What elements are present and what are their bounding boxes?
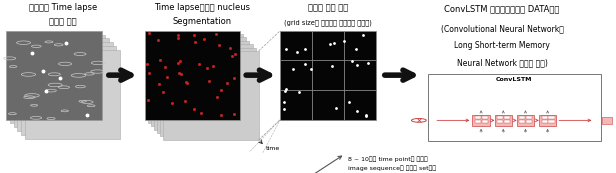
Text: image sequence를 하나의 set구성: image sequence를 하나의 set구성	[348, 165, 436, 171]
Bar	[497, 116, 503, 119]
Bar	[504, 120, 510, 123]
Bar	[475, 116, 481, 119]
Text: ConvLSTM: ConvLSTM	[496, 77, 533, 82]
Bar	[482, 120, 488, 123]
Bar	[6, 31, 102, 120]
Text: 회색조의 Time lapse: 회색조의 Time lapse	[29, 3, 97, 12]
Text: 8 ~ 10개의 time point가 포함된: 8 ~ 10개의 time point가 포함된	[348, 156, 428, 162]
Text: Segmentation: Segmentation	[172, 17, 231, 26]
Bar	[428, 74, 601, 141]
Text: (Convolutional Neural Network와: (Convolutional Neural Network와	[440, 25, 564, 34]
Text: (grid size는 다양하게 변형하여 최적화): (grid size는 다양하게 변형하여 최적화)	[284, 19, 372, 26]
Bar	[10, 34, 105, 124]
Bar	[246, 171, 320, 173]
Text: Time lapse이미지 nucleus: Time lapse이미지 nucleus	[154, 3, 249, 12]
Bar	[495, 115, 512, 126]
Bar	[160, 48, 256, 136]
Bar	[517, 115, 534, 126]
Bar	[526, 116, 532, 119]
Text: Long Short-term Memory: Long Short-term Memory	[454, 41, 550, 50]
Bar	[519, 116, 525, 119]
Bar	[259, 160, 333, 164]
Bar	[548, 120, 554, 123]
Bar	[539, 115, 556, 126]
Text: 이미지 획득: 이미지 획득	[49, 17, 77, 26]
Bar	[475, 120, 481, 123]
Bar	[265, 155, 339, 159]
Bar	[157, 44, 253, 133]
Bar	[14, 38, 109, 127]
Text: ConvLSTM 인공신경망으로 DATA학습: ConvLSTM 인공신경망으로 DATA학습	[444, 5, 560, 14]
Bar	[256, 163, 330, 167]
Bar	[280, 31, 376, 120]
Bar	[154, 41, 249, 130]
Bar	[482, 116, 488, 119]
Bar	[17, 42, 113, 131]
Text: Neural Network 결합한 형태): Neural Network 결합한 형태)	[456, 58, 548, 67]
Bar	[602, 117, 612, 124]
Bar	[504, 116, 510, 119]
Bar	[151, 37, 246, 126]
Bar	[519, 120, 525, 123]
Bar	[148, 34, 243, 123]
Bar	[526, 120, 532, 123]
Bar	[253, 166, 326, 170]
Bar	[541, 120, 548, 123]
Bar	[262, 157, 336, 161]
Bar	[497, 120, 503, 123]
Text: 이미지 작게 분할: 이미지 작게 분할	[308, 3, 348, 12]
Bar	[472, 115, 490, 126]
Text: time: time	[266, 146, 280, 151]
Bar	[249, 169, 323, 172]
Bar	[548, 116, 554, 119]
Bar	[145, 31, 240, 120]
Bar	[25, 50, 120, 139]
Bar	[21, 46, 116, 135]
Bar	[163, 51, 259, 140]
Bar	[541, 116, 548, 119]
